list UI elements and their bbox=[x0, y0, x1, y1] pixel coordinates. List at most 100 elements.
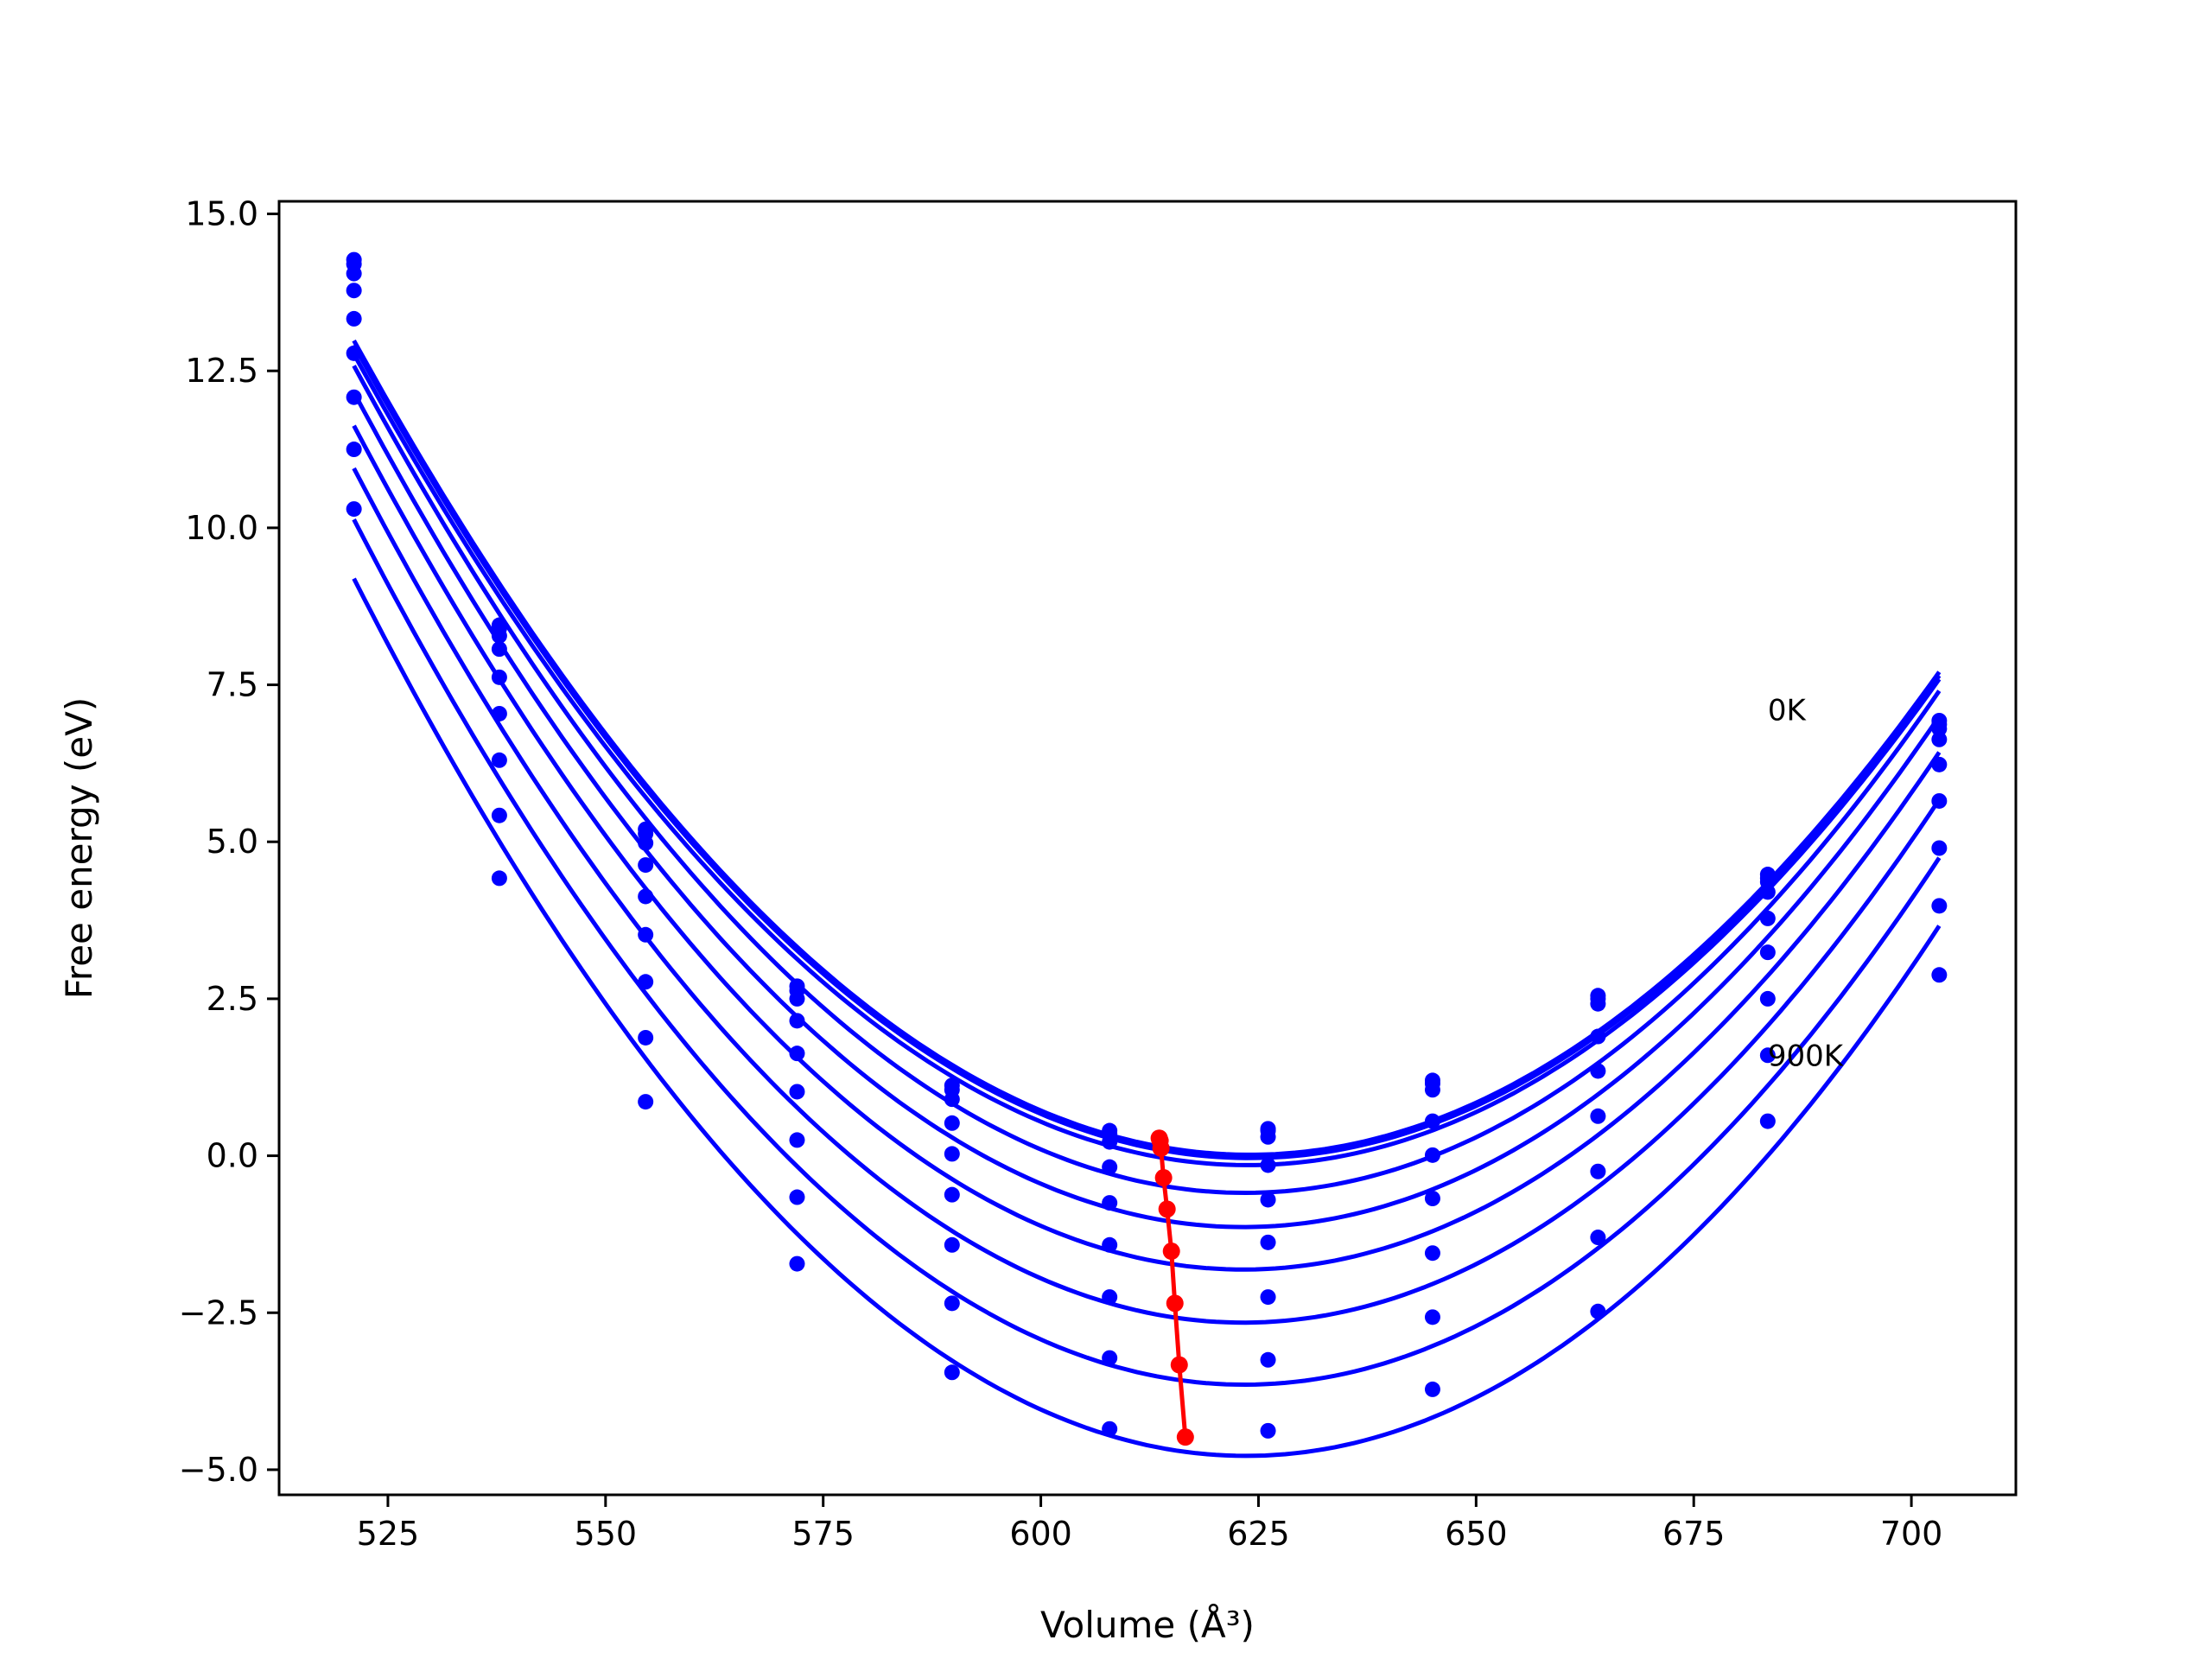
data-point bbox=[944, 1146, 960, 1162]
data-point bbox=[789, 1255, 805, 1272]
data-point bbox=[1590, 1028, 1606, 1045]
data-point bbox=[1424, 1309, 1440, 1325]
data-point bbox=[1424, 1245, 1440, 1262]
series-fit-line bbox=[352, 353, 1942, 1167]
x-tick-label: 700 bbox=[1880, 1515, 1943, 1553]
data-point bbox=[491, 807, 507, 823]
series-fit-line bbox=[352, 467, 1942, 1325]
series-fit-line bbox=[352, 518, 1942, 1388]
data-point bbox=[1931, 898, 1948, 914]
data-point bbox=[1424, 1147, 1440, 1163]
data-point bbox=[346, 265, 362, 282]
data-point bbox=[346, 501, 362, 518]
minima-layer bbox=[1150, 1129, 1194, 1446]
x-tick-label: 600 bbox=[1009, 1515, 1072, 1553]
data-point bbox=[1931, 840, 1948, 856]
minimum-point bbox=[1176, 1428, 1194, 1446]
series-fit-line bbox=[352, 391, 1942, 1230]
data-point bbox=[1759, 1113, 1776, 1129]
series-fit-line bbox=[352, 344, 1942, 1160]
y-tick-label: 7.5 bbox=[207, 666, 258, 704]
data-point bbox=[1759, 1047, 1776, 1064]
minimum-point bbox=[1166, 1294, 1184, 1313]
data-point bbox=[1590, 1108, 1606, 1124]
data-point bbox=[1260, 1192, 1276, 1208]
data-point bbox=[1260, 1128, 1276, 1145]
x-tick-label: 650 bbox=[1445, 1515, 1508, 1553]
data-point bbox=[944, 1186, 960, 1203]
y-tick-label: 15.0 bbox=[185, 195, 258, 233]
curve-annotation: 0K bbox=[1768, 694, 1808, 728]
data-point bbox=[1260, 1289, 1276, 1306]
data-point bbox=[638, 1094, 654, 1110]
series-fit-line bbox=[352, 365, 1942, 1196]
annotations-layer: 0K 900K bbox=[1768, 694, 1845, 1074]
data-point bbox=[1102, 1350, 1118, 1366]
x-tick-label: 525 bbox=[357, 1515, 420, 1553]
x-tick-label: 550 bbox=[575, 1515, 638, 1553]
axes-frame bbox=[277, 200, 2018, 1497]
data-point bbox=[1260, 1422, 1276, 1439]
data-point bbox=[1102, 1289, 1118, 1306]
data-point bbox=[1424, 1082, 1440, 1098]
data-point bbox=[944, 1115, 960, 1131]
data-point bbox=[1424, 1113, 1440, 1129]
data-point bbox=[1590, 1230, 1606, 1246]
data-point bbox=[1102, 1236, 1118, 1253]
minimum-point bbox=[1162, 1243, 1180, 1261]
data-point bbox=[944, 1364, 960, 1381]
y-tick-label: 0.0 bbox=[207, 1137, 258, 1175]
data-point bbox=[1102, 1159, 1118, 1175]
data-point bbox=[1759, 990, 1776, 1007]
y-tick-label: 10.0 bbox=[185, 509, 258, 547]
y-tick-label: −2.5 bbox=[179, 1294, 258, 1332]
x-axis-label: Volume (Å³) bbox=[1040, 1603, 1255, 1646]
data-point bbox=[789, 1084, 805, 1100]
data-point bbox=[1759, 944, 1776, 961]
y-tick-label: 2.5 bbox=[207, 980, 258, 1018]
data-point bbox=[789, 1132, 805, 1148]
data-point bbox=[346, 283, 362, 299]
x-axis-ticks: 525 550 575 600 625 650 675 700 bbox=[357, 1495, 1943, 1553]
data-point bbox=[346, 389, 362, 405]
data-point bbox=[1590, 995, 1606, 1012]
curves-layer bbox=[346, 251, 1948, 1459]
data-point bbox=[1102, 1421, 1118, 1437]
data-point bbox=[638, 857, 654, 874]
y-tick-label: 12.5 bbox=[185, 352, 258, 390]
data-point bbox=[789, 1013, 805, 1029]
data-point bbox=[1260, 1234, 1276, 1250]
data-point bbox=[1931, 731, 1948, 747]
data-point bbox=[346, 310, 362, 327]
data-point bbox=[1102, 1195, 1118, 1211]
data-point bbox=[1759, 884, 1776, 900]
data-point bbox=[491, 752, 507, 768]
data-point bbox=[1260, 1351, 1276, 1368]
y-axis-ticks: −5.0 −2.5 0.0 2.5 5.0 7.5 10.0 12.5 15.0 bbox=[179, 195, 279, 1489]
data-point bbox=[346, 345, 362, 361]
data-point bbox=[1424, 1381, 1440, 1397]
series-fit-line bbox=[352, 577, 1942, 1459]
minimum-point bbox=[1158, 1200, 1176, 1218]
data-point bbox=[346, 442, 362, 458]
data-point bbox=[1759, 910, 1776, 926]
minimum-point bbox=[1170, 1356, 1188, 1374]
data-point bbox=[1590, 1163, 1606, 1179]
data-point bbox=[789, 1189, 805, 1205]
minimum-point bbox=[1152, 1139, 1170, 1157]
data-point bbox=[491, 870, 507, 887]
data-point bbox=[638, 1029, 654, 1046]
data-point bbox=[1260, 1157, 1276, 1173]
data-point bbox=[789, 990, 805, 1007]
curve-annotation: 900K bbox=[1768, 1039, 1845, 1073]
data-point bbox=[789, 1046, 805, 1062]
data-point bbox=[944, 1295, 960, 1312]
data-point bbox=[1590, 1303, 1606, 1319]
series-fit-line bbox=[352, 339, 1942, 1157]
series-fit-line bbox=[352, 424, 1942, 1272]
y-axis-label: Free energy (eV) bbox=[58, 697, 100, 1000]
x-tick-label: 625 bbox=[1227, 1515, 1290, 1553]
data-point bbox=[944, 1236, 960, 1253]
data-point bbox=[1590, 1063, 1606, 1079]
